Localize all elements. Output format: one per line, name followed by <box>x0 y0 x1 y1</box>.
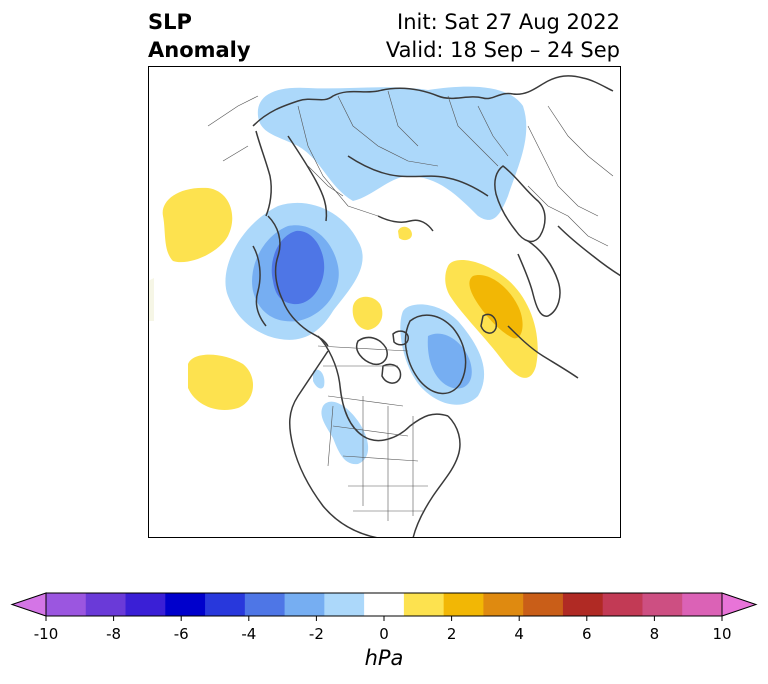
colorbar-tick-label: 0 <box>379 625 389 643</box>
map-dates: Init: Sat 27 Aug 2022 Valid: 18 Sep – 24… <box>386 8 620 64</box>
colorbar-tick-label: -2 <box>309 625 324 643</box>
title-variable: SLP <box>148 8 251 36</box>
colorbar-bin <box>364 593 404 616</box>
colorbar-bin <box>483 593 523 616</box>
colorbar-bin <box>444 593 484 616</box>
colorbar-bin <box>603 593 643 616</box>
colorbar-bin <box>46 593 86 616</box>
colorbar-tick-label: -4 <box>241 625 256 643</box>
colorbar-bin <box>523 593 563 616</box>
colorbar-tick-label: 4 <box>514 625 524 643</box>
colorbar-bin <box>682 593 722 616</box>
colorbar-bin <box>205 593 245 616</box>
colorbar-bin <box>165 593 205 616</box>
map-title: SLP Anomaly <box>148 8 251 64</box>
colorbar-bin <box>245 593 285 616</box>
colorbar-extend-low <box>12 593 46 616</box>
colorbar: -10 -8 -6 -4 -2 0 2 4 6 8 10 <box>0 585 768 645</box>
colorbar-bin <box>86 593 126 616</box>
colorbar-bin <box>285 593 325 616</box>
colorbar-tick-label: 10 <box>712 625 731 643</box>
colorbar-tick-label: 8 <box>650 625 660 643</box>
colorbar-units: hPa <box>0 646 768 670</box>
colorbar-tick-label: 6 <box>582 625 592 643</box>
colorbar-tick-label: -6 <box>174 625 189 643</box>
colorbar-bin <box>126 593 166 616</box>
colorbar-tick-label: 2 <box>447 625 457 643</box>
colorbar-extend-high <box>722 593 756 616</box>
colorbar-bin <box>642 593 682 616</box>
title-field: Anomaly <box>148 36 251 64</box>
valid-range: Valid: 18 Sep – 24 Sep <box>386 36 620 64</box>
anomaly-map <box>148 66 621 538</box>
init-date: Init: Sat 27 Aug 2022 <box>386 8 620 36</box>
colorbar-bin <box>563 593 603 616</box>
colorbar-bin <box>404 593 444 616</box>
colorbar-tick-label: -8 <box>106 625 121 643</box>
colorbar-tick-label: -10 <box>34 625 59 643</box>
colorbar-bin <box>324 593 364 616</box>
